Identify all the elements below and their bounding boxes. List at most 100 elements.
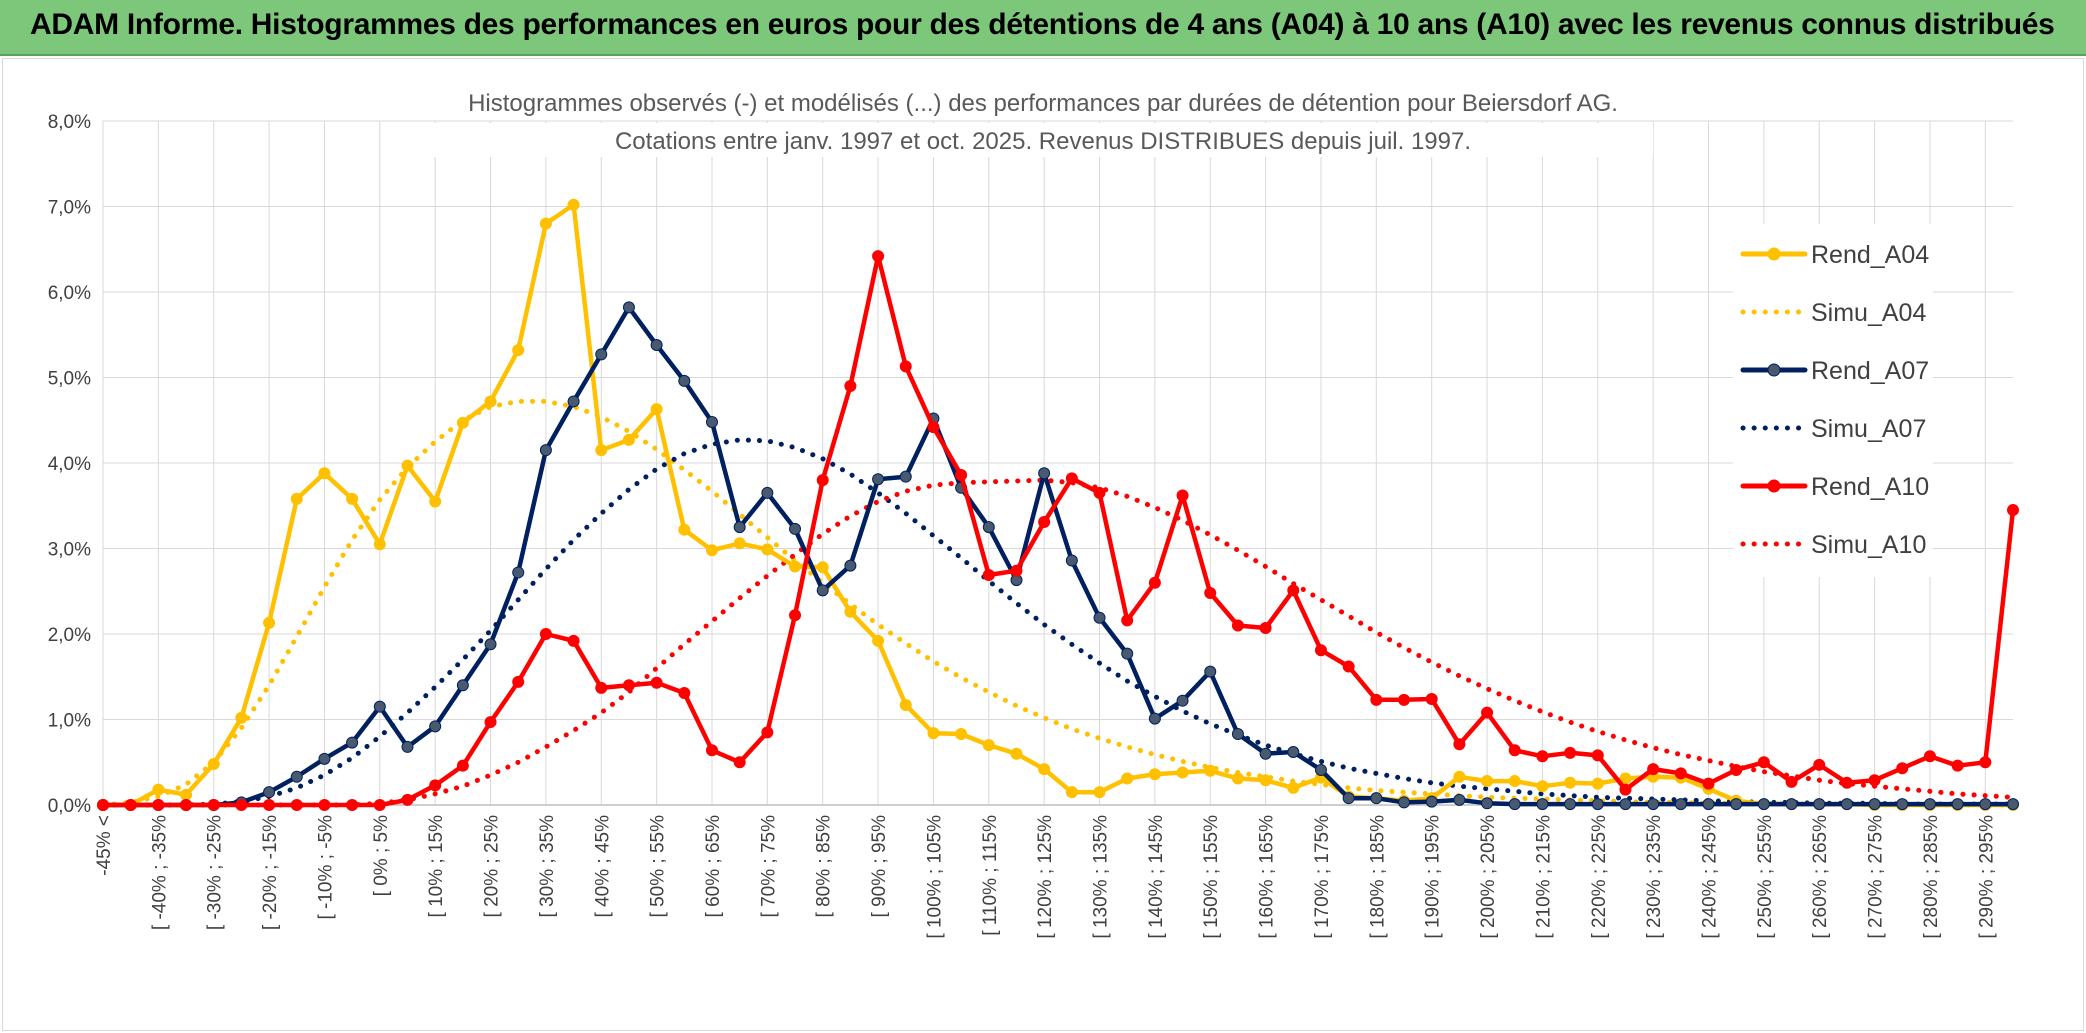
legend-label-Simu_A10: Simu_A10: [1811, 531, 1926, 559]
data-point-Rend_A07: [595, 348, 608, 361]
data-point-Rend_A07: [1868, 798, 1881, 811]
data-point-Rend_A04: [1591, 777, 1604, 790]
x-tick-label: [ 170% ; 175%: [1312, 815, 1333, 939]
data-point-Rend_A04: [1176, 766, 1189, 779]
data-point-Rend_A04: [401, 459, 414, 472]
data-point-Rend_A10: [1508, 744, 1521, 757]
data-point-Rend_A04: [650, 403, 663, 416]
data-point-Rend_A07: [512, 566, 525, 579]
x-tick-label: [ 110% ; 115%: [980, 815, 1001, 936]
data-point-Rend_A07: [290, 770, 303, 783]
y-tick-label: 6,0%: [48, 283, 91, 304]
data-point-Rend_A07: [844, 559, 857, 572]
data-point-Rend_A10: [1398, 693, 1411, 706]
x-tick-label: [ 280% ; 285%: [1921, 815, 1942, 939]
data-point-Rend_A04: [595, 444, 608, 457]
data-point-Rend_A10: [373, 799, 386, 811]
data-point-Rend_A10: [1204, 586, 1217, 599]
data-point-Rend_A07: [1840, 798, 1853, 811]
data-point-Rend_A04: [1287, 781, 1300, 794]
data-point-Rend_A10: [1121, 614, 1134, 627]
x-tick-label: -45% <: [94, 815, 115, 876]
data-point-Rend_A07: [622, 301, 635, 314]
data-point-Rend_A10: [1785, 775, 1798, 788]
data-point-Rend_A07: [1591, 798, 1604, 811]
x-tick-label: [ 260% ; 265%: [1810, 815, 1831, 939]
x-tick-label: [ 0% ; 5%: [371, 815, 392, 896]
x-tick-label: [ 220% ; 225%: [1589, 815, 1610, 939]
data-point-Rend_A07: [678, 374, 691, 387]
data-point-Rend_A07: [1757, 798, 1770, 811]
data-point-Rend_A07: [982, 521, 995, 534]
data-point-Rend_A04: [705, 544, 718, 557]
data-point-Rend_A10: [1840, 776, 1853, 789]
data-point-Rend_A07: [1231, 728, 1244, 741]
x-tick-label: [ 210% ; 215%: [1533, 815, 1554, 939]
data-point-Rend_A10: [1619, 783, 1632, 796]
data-point-Rend_A07: [1287, 745, 1300, 758]
data-point-Rend_A04: [816, 561, 829, 574]
data-point-Rend_A10: [1702, 777, 1715, 790]
data-point-Rend_A10: [539, 628, 552, 640]
data-point-Rend_A07: [650, 339, 663, 352]
data-point-Rend_A10: [1176, 489, 1189, 502]
data-point-Rend_A04: [1038, 763, 1051, 776]
series-line-Simu_A07: [100, 437, 2016, 808]
data-point-Rend_A10: [1757, 756, 1770, 769]
data-point-Rend_A10: [318, 799, 331, 811]
data-point-Rend_A07: [1093, 611, 1106, 624]
data-point-Rend_A07: [1176, 694, 1189, 707]
data-point-Rend_A04: [180, 788, 193, 801]
data-point-Rend_A07: [1674, 798, 1687, 811]
x-tick-label: [ 60% ; 65%: [703, 815, 724, 918]
x-tick-label: [ 250% ; 255%: [1755, 815, 1776, 939]
data-point-Rend_A10: [1591, 749, 1604, 762]
legend-label-Rend_A07: Rend_A07: [1811, 357, 1929, 385]
data-point-Rend_A07: [1923, 798, 1936, 811]
chart-area: 0,0% 1,0% 2,0% 3,0% 4,0% 5,0% 6,0% 7,0% 8,0% -45%…: [2, 58, 2084, 1031]
data-point-Rend_A10: [2007, 504, 2019, 517]
data-point-Rend_A07: [318, 752, 331, 765]
data-point-Rend_A10: [1287, 584, 1300, 597]
data-point-Rend_A07: [1314, 763, 1327, 776]
data-point-Rend_A04: [1204, 764, 1217, 777]
data-point-Rend_A07: [1951, 798, 1964, 811]
data-point-Rend_A04: [761, 543, 774, 556]
x-tick-label: [ 290% ; 295%: [1976, 815, 1997, 939]
data-point-Rend_A07: [2007, 798, 2019, 811]
data-point-Rend_A10: [1370, 693, 1383, 706]
data-point-Rend_A04: [955, 728, 968, 741]
data-point-Rend_A10: [650, 676, 663, 689]
data-point-Rend_A10: [207, 799, 220, 811]
data-point-Rend_A07: [1979, 798, 1992, 811]
data-point-Rend_A10: [346, 799, 359, 811]
data-point-Rend_A10: [761, 726, 774, 739]
data-point-Rend_A04: [678, 523, 691, 536]
data-point-Rend_A07: [429, 720, 442, 733]
legend-label-Simu_A04: Simu_A04: [1811, 299, 1926, 327]
data-point-Rend_A07: [1702, 798, 1715, 811]
y-tick-label: 0,0%: [48, 796, 91, 817]
data-point-Rend_A04: [263, 616, 276, 629]
series-line-Rend_A10: [100, 253, 2016, 808]
chart-title-background: [433, 123, 1653, 157]
data-point-Rend_A07: [761, 486, 774, 499]
data-point-Rend_A10: [1481, 706, 1494, 719]
data-point-Rend_A10: [789, 609, 802, 622]
data-point-Rend_A04: [872, 634, 885, 647]
x-tick-label: [ 130% ; 135%: [1091, 815, 1112, 939]
x-tick-label: [ 90% ; 95%: [869, 815, 890, 918]
data-point-Rend_A10: [844, 380, 857, 393]
data-point-Rend_A10: [1314, 644, 1327, 657]
x-tick-label: [ 230% ; 235%: [1644, 815, 1665, 939]
y-tick-label: 4,0%: [48, 454, 91, 475]
data-point-Rend_A04: [899, 698, 912, 711]
data-point-Rend_A04: [484, 395, 497, 408]
data-point-Rend_A10: [1896, 762, 1909, 775]
x-tick-label: [ 240% ; 245%: [1700, 815, 1721, 939]
data-point-Rend_A07: [899, 470, 912, 483]
data-point-Rend_A10: [899, 360, 912, 373]
data-point-Rend_A10: [1010, 564, 1023, 577]
data-point-Rend_A07: [346, 736, 359, 749]
legend-background: [1733, 224, 1933, 577]
